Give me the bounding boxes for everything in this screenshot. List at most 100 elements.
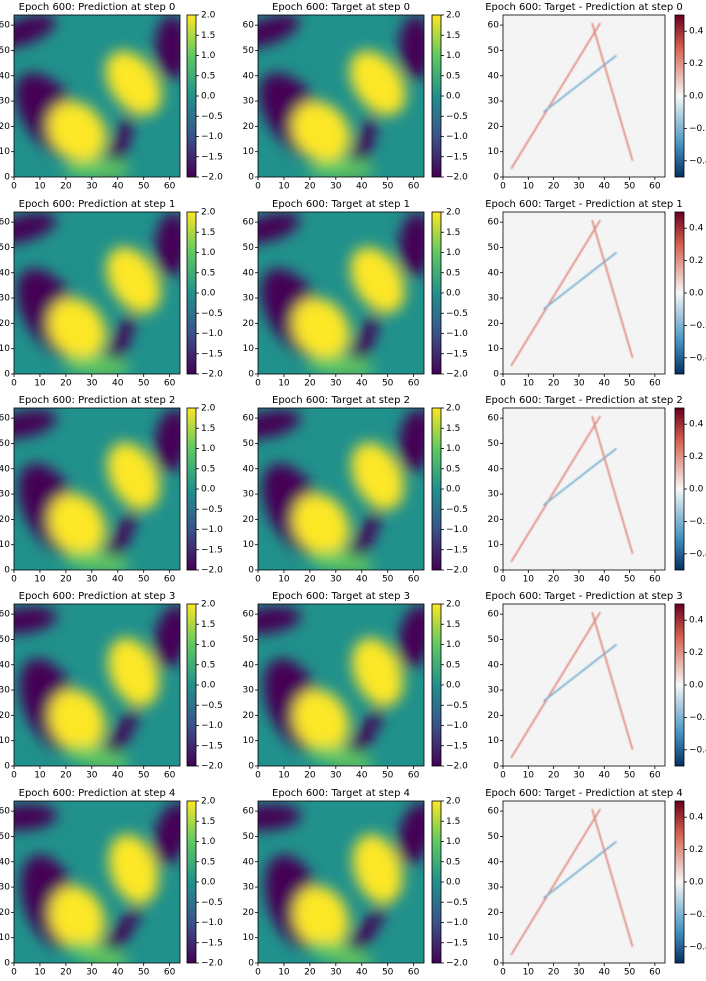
x-tick-label: 30 — [330, 968, 342, 978]
y-tick-label: 0 — [4, 762, 10, 772]
x-tick-label: 10 — [523, 771, 535, 781]
field-streak — [591, 611, 634, 751]
field-blob — [351, 442, 404, 510]
x-tick-label: 10 — [523, 575, 535, 585]
heatmap-field — [510, 415, 634, 563]
colorbar-tick-label: −1.0 — [446, 525, 468, 535]
y-tick-label: 50 — [488, 635, 500, 645]
heatmap — [258, 604, 424, 766]
field-blob — [350, 247, 405, 313]
x-tick-label: 40 — [112, 575, 124, 585]
x-tick-label: 60 — [164, 575, 176, 585]
colorbar-tick-label: 1.5 — [446, 817, 460, 827]
colorbar-tick-label: 2.0 — [446, 797, 461, 807]
colorbar — [674, 603, 685, 767]
y-tick-label: 30 — [488, 97, 500, 107]
field-blob — [106, 247, 161, 313]
x-tick-label: 30 — [573, 575, 585, 585]
x-tick-label: 20 — [548, 575, 560, 585]
x-tick-label: 60 — [408, 771, 420, 781]
panel: Epoch 600: Prediction at step 0 0 10 20 30 40… — [0, 2, 223, 192]
x-tick-label: 0 — [500, 771, 506, 781]
panel: Epoch 600: Target - Prediction at step 2… — [485, 395, 706, 585]
colorbar-tick-label: −2.0 — [446, 173, 468, 183]
y-tick-label: 50 — [488, 439, 500, 449]
y-tick-label: 20 — [0, 319, 10, 329]
field-blob — [49, 689, 106, 752]
y-tick-label: 0 — [493, 959, 499, 969]
y-tick-label: 50 — [0, 439, 10, 449]
colorbar-tick-label: 0.0 — [201, 878, 216, 888]
x-tick-label: 0 — [11, 379, 17, 389]
x-tick-label: 60 — [408, 182, 420, 192]
heatmap-field — [14, 801, 180, 963]
heatmap-field — [510, 22, 634, 170]
y-tick-label: 20 — [243, 711, 255, 721]
y-tick-label: 60 — [243, 218, 255, 228]
x-tick-label: 0 — [255, 379, 261, 389]
colorbar-tick-label: −0.4 — [689, 942, 706, 952]
colorbar — [186, 603, 197, 767]
panel-title: Epoch 600: Target - Prediction at step 0 — [485, 2, 683, 13]
field-blob — [258, 212, 301, 244]
y-tick-label: 0 — [4, 959, 10, 969]
field-blob — [14, 606, 57, 634]
y-tick-label: 30 — [488, 294, 500, 304]
panel: Epoch 600: Prediction at step 2 0 10 20 30 40… — [0, 395, 223, 585]
x-tick-label: 10 — [523, 968, 535, 978]
field-blob — [48, 493, 106, 556]
panel: Epoch 600: Target at step 1 0 10 20 30 40 50 60… — [243, 199, 469, 389]
x-tick-label: 60 — [649, 379, 661, 389]
y-tick-label: 40 — [243, 268, 255, 278]
y-tick-label: 40 — [243, 464, 255, 474]
colorbar-tick-label: −0.5 — [446, 309, 468, 319]
x-tick-label: 40 — [599, 771, 611, 781]
colorbar-tick-label: −0.5 — [201, 112, 223, 122]
y-tick-label: 20 — [243, 908, 255, 918]
x-tick-label: 60 — [649, 771, 661, 781]
y-tick-label: 60 — [0, 610, 10, 620]
panel: Epoch 600: Target - Prediction at step 3… — [485, 591, 706, 781]
field-streak — [591, 219, 634, 359]
x-tick-label: 30 — [330, 575, 342, 585]
colorbar-tick-label: −1.5 — [446, 938, 468, 948]
x-tick-label: 50 — [382, 182, 394, 192]
heatmap — [503, 212, 665, 374]
field-blob — [293, 886, 349, 950]
field-blob — [258, 409, 301, 439]
y-tick-label: 50 — [243, 439, 255, 449]
heatmap-background — [503, 801, 665, 963]
x-tick-label: 50 — [138, 575, 150, 585]
plot-frame — [13, 407, 181, 571]
panel-title: Epoch 600: Target at step 4 — [272, 788, 410, 799]
heatmap-field — [258, 801, 424, 963]
colorbar-tick-label: −1.5 — [201, 938, 223, 948]
y-tick-label: 30 — [243, 97, 255, 107]
y-tick-label: 50 — [0, 46, 10, 56]
heatmap — [258, 212, 424, 374]
colorbar-tick-label: −1.5 — [446, 741, 468, 751]
panel-title: Epoch 600: Prediction at step 0 — [19, 2, 176, 13]
colorbar-tick-label: 1.0 — [201, 837, 216, 847]
y-tick-label: 10 — [488, 736, 500, 746]
heatmap — [14, 408, 180, 570]
colorbar-tick-label: 0.5 — [446, 71, 460, 81]
x-tick-label: 20 — [548, 968, 560, 978]
x-tick-label: 60 — [408, 968, 420, 978]
colorbar — [431, 407, 442, 571]
y-tick-label: 50 — [243, 832, 255, 842]
y-tick-label: 0 — [493, 370, 499, 380]
colorbar-tick-label: 0.0 — [201, 289, 216, 299]
field-blob — [14, 409, 57, 439]
heatmap — [503, 408, 665, 570]
colorbar-tick-label: −1.5 — [446, 349, 468, 359]
y-tick-label: 20 — [488, 122, 500, 132]
x-tick-label: 40 — [599, 575, 611, 585]
y-tick-label: 50 — [0, 243, 10, 253]
x-tick-label: 10 — [278, 771, 290, 781]
y-tick-label: 60 — [0, 807, 10, 817]
panel-title: Epoch 600: Prediction at step 3 — [19, 591, 176, 602]
field-streak — [510, 22, 601, 170]
y-tick-label: 30 — [0, 294, 10, 304]
panel-title: Epoch 600: Prediction at step 4 — [19, 788, 176, 799]
